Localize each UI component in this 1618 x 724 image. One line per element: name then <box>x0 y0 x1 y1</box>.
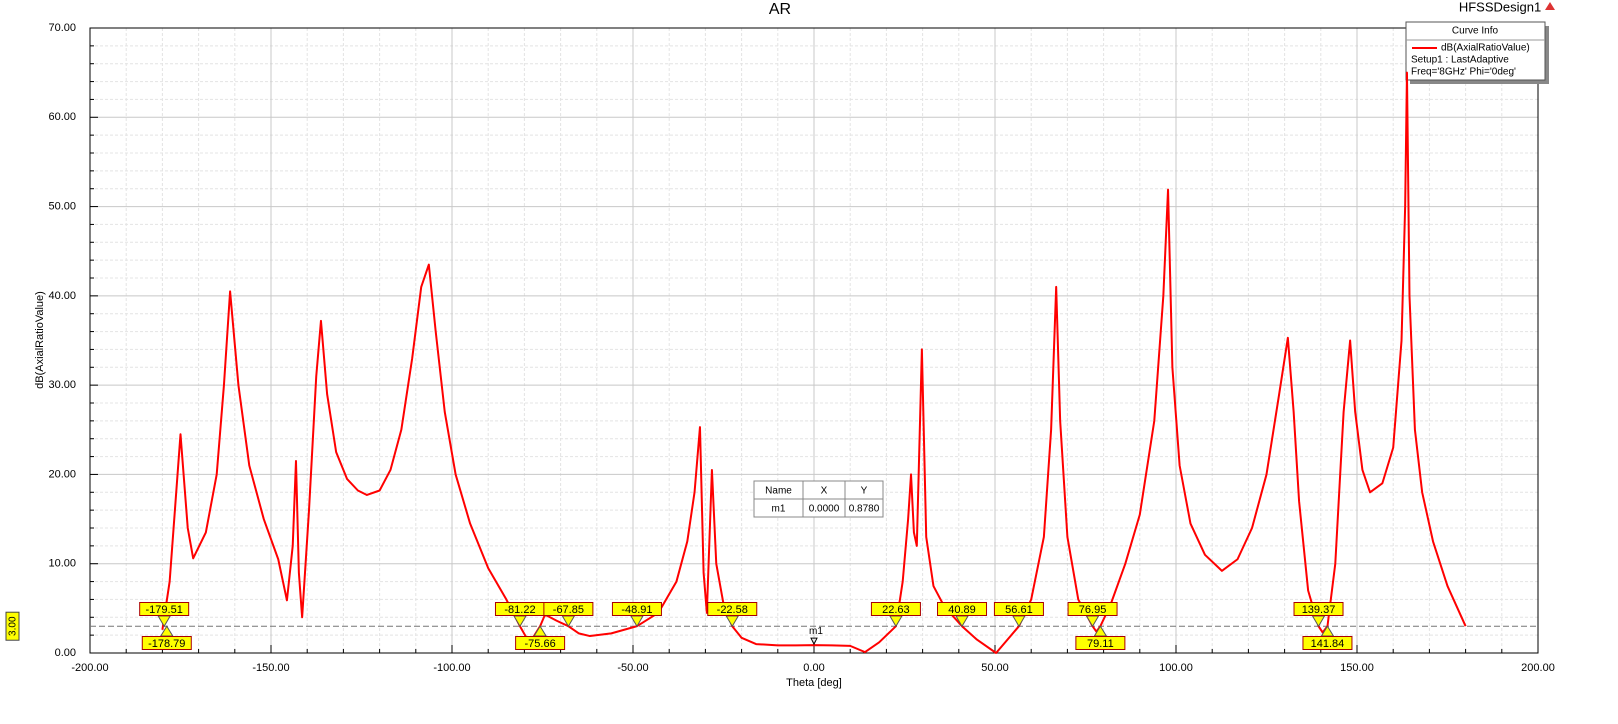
chart-title: AR <box>769 1 791 18</box>
legend-box <box>1405 21 1546 81</box>
marker-label: 22.63 <box>882 604 910 616</box>
marker-label-box <box>870 602 921 616</box>
marker-table-value: 0.0000 <box>809 504 840 515</box>
marker-label-box <box>611 602 662 616</box>
marker-label: 56.61 <box>1005 604 1033 616</box>
marker-label-box <box>937 602 988 616</box>
x-tick-label: 150.00 <box>1340 662 1374 674</box>
y-tick-label: 30.00 <box>48 379 76 391</box>
legend-title: Curve Info <box>1452 26 1499 37</box>
legend-line: Setup1 : LastAdaptive <box>1411 55 1509 66</box>
marker-label-box <box>515 636 566 650</box>
marker-label: -179.51 <box>146 604 183 616</box>
design-name: HFSSDesign1 <box>1459 0 1541 14</box>
x-tick-label: 50.00 <box>981 662 1009 674</box>
plot-frame <box>89 27 1539 654</box>
reference-label-box <box>5 611 20 641</box>
y-tick-label: 0.00 <box>55 647 76 659</box>
marker-label: 76.95 <box>1079 604 1107 616</box>
marker-label-box <box>1293 602 1344 616</box>
x-tick-label: -100.00 <box>433 662 470 674</box>
data-line <box>161 71 1467 654</box>
y-axis-label: dB(AxialRatioValue) <box>34 291 46 389</box>
x-axis-label: Theta [deg] <box>786 677 842 689</box>
marker-table-header: Name <box>765 486 792 497</box>
marker-table-cell <box>844 498 884 518</box>
x-tick-label: 100.00 <box>1159 662 1193 674</box>
marker-label-box <box>1302 636 1353 650</box>
marker-label-box <box>139 602 190 616</box>
y-tick-label: 70.00 <box>48 22 76 34</box>
marker-label: 141.84 <box>1311 638 1345 650</box>
legend-label: dB(AxialRatioValue) <box>1441 43 1530 54</box>
marker-label: 79.11 <box>1087 638 1114 650</box>
marker-label-box <box>141 636 192 650</box>
marker-table-header: Y <box>861 486 868 497</box>
marker-label: -75.66 <box>525 638 556 650</box>
x-tick-label: 0.00 <box>803 662 824 674</box>
y-tick-label: 50.00 <box>48 200 76 212</box>
x-tick-label: 200.00 <box>1521 662 1555 674</box>
marker-label: -22.58 <box>717 604 748 616</box>
m1-label: m1 <box>809 626 823 637</box>
marker-label: -81.22 <box>504 604 535 616</box>
marker-label-box <box>993 602 1044 616</box>
legend: Curve Info dB(AxialRatioValue) Setup1 : … <box>1405 21 1549 84</box>
marker-table-header: X <box>821 486 828 497</box>
marker-label: -48.91 <box>621 604 652 616</box>
y-tick-label: 20.00 <box>48 468 76 480</box>
warning-icon <box>1545 2 1555 10</box>
marker-label: 40.89 <box>948 604 976 616</box>
marker-label-box <box>1067 602 1118 616</box>
marker-label: -67.85 <box>553 604 584 616</box>
marker-label-box <box>543 602 594 616</box>
plot-area <box>89 27 1539 654</box>
m1-marker <box>810 637 818 646</box>
x-tick-label: -50.00 <box>617 662 648 674</box>
legend-line: Freq='8GHz' Phi='0deg' <box>1411 67 1516 78</box>
marker-label: -178.79 <box>148 638 185 650</box>
reference-label: 3.00 <box>8 616 19 636</box>
y-tick-label: 10.00 <box>48 558 76 570</box>
marker-label-box <box>707 602 758 616</box>
x-tick-label: -200.00 <box>71 662 108 674</box>
y-tick-label: 60.00 <box>48 111 76 123</box>
x-tick-label: -150.00 <box>252 662 289 674</box>
marker-label: 139.37 <box>1302 604 1336 616</box>
marker-table-value: 0.8780 <box>849 504 880 515</box>
y-tick-label: 40.00 <box>48 290 76 302</box>
marker-label-box <box>1075 636 1126 650</box>
marker-table-value: m1 <box>772 504 786 515</box>
